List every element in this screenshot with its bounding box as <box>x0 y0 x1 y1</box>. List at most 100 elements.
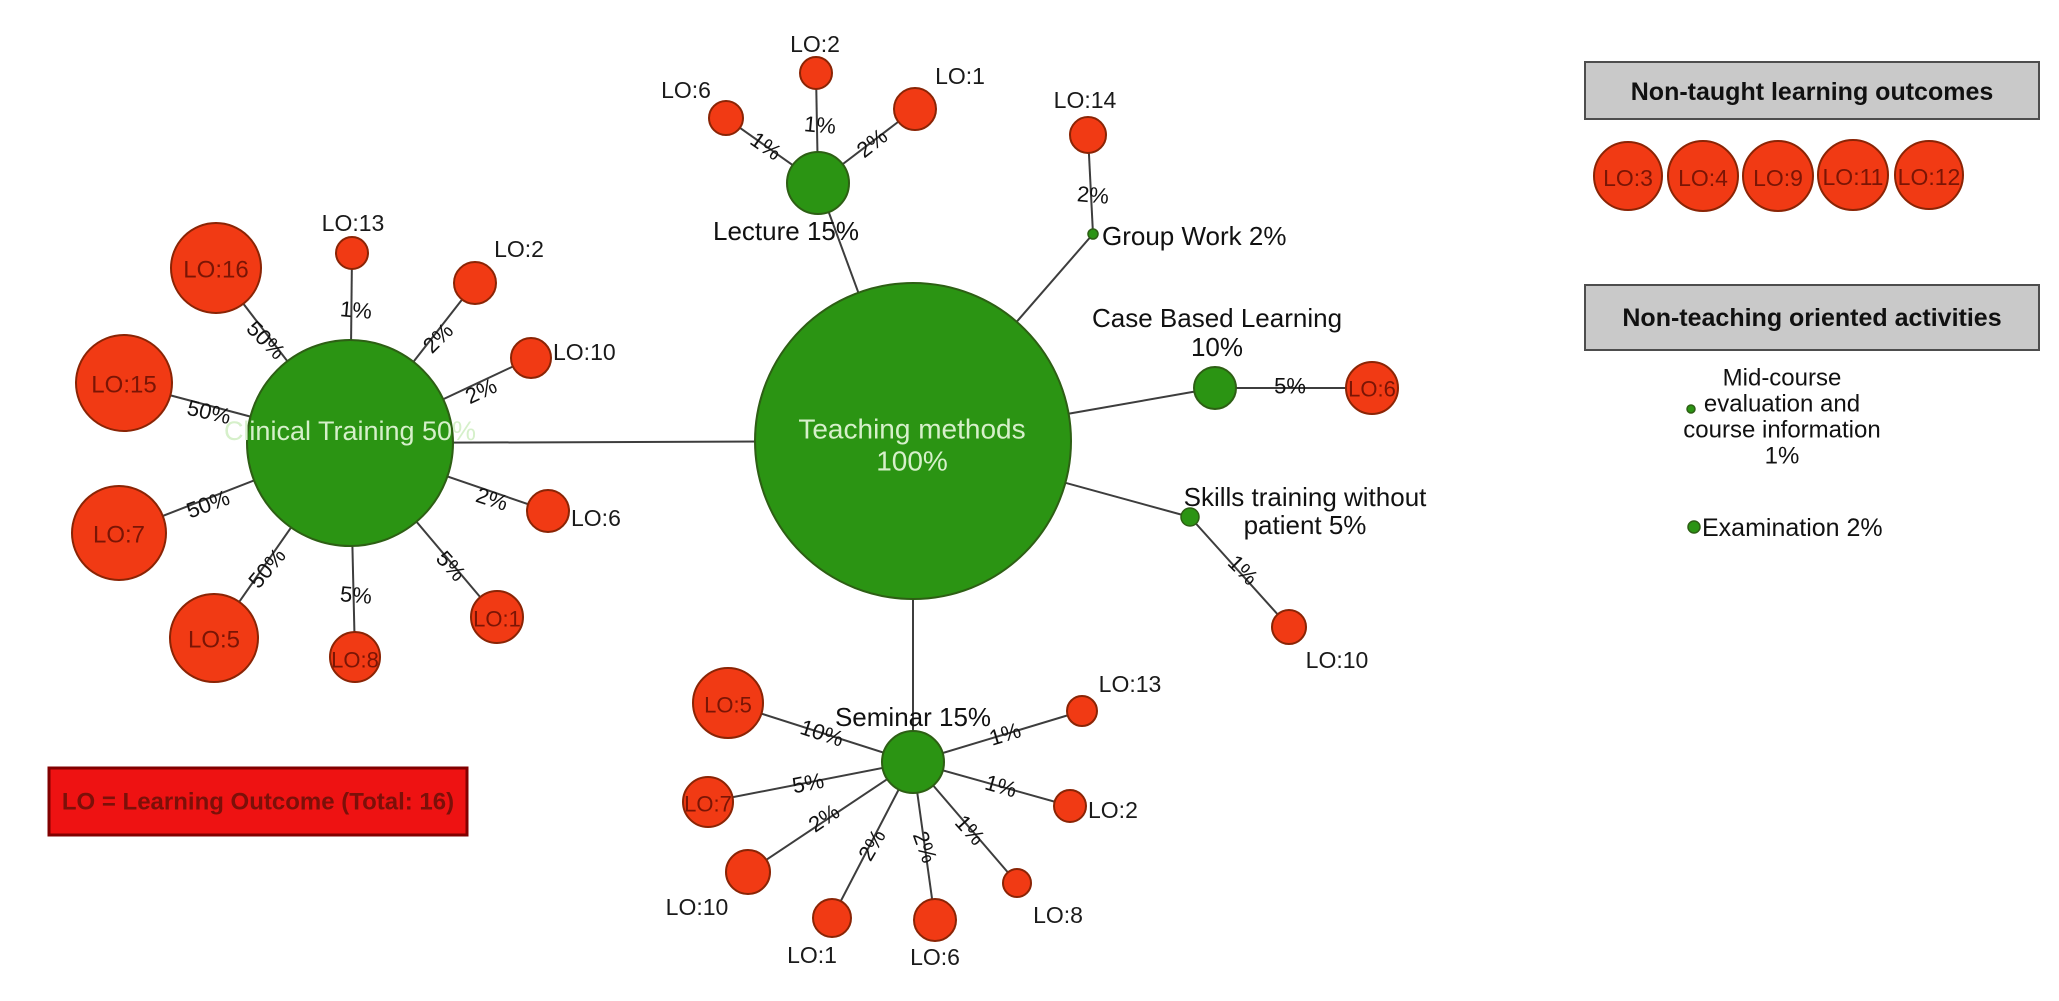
lecture-lo6-node <box>708 100 744 136</box>
teaching-methods-node <box>754 282 1072 600</box>
seminar-lo13-label: LO:13 <box>1099 671 1162 697</box>
seminar-lo1-label: LO:1 <box>787 942 837 968</box>
seminar-lo2-node <box>1053 789 1087 823</box>
skills-label-line2: patient 5% <box>1244 510 1367 540</box>
clinical-lo1-node <box>470 590 524 644</box>
clinical-lo7-label: LO:7 <box>93 522 145 549</box>
seminar-lo6-node <box>913 898 957 942</box>
seminar-lo13-node <box>1066 695 1098 727</box>
group-work-node <box>1087 228 1099 240</box>
seminar-lo7-pct: 5% <box>790 768 826 799</box>
clinical-lo15-label: LO:15 <box>91 372 156 399</box>
skills-lo10-pct: 1% <box>1223 550 1263 590</box>
groupwork-lo14-node <box>1069 116 1107 154</box>
non-teaching-header-box <box>1584 284 2040 351</box>
nontaught-lo11-node <box>1817 139 1889 211</box>
group-work-label: Group Work 2% <box>1102 221 1286 251</box>
seminar-lo6-label: LO:6 <box>910 944 960 970</box>
lecture-lo1-pct: 2% <box>852 123 892 162</box>
seminar-lo8-label: LO:8 <box>1033 902 1083 928</box>
clinical-lo5-label: LO:5 <box>188 627 240 654</box>
clinical-lo5-node <box>169 593 259 683</box>
seminar-lo8-node <box>1002 868 1032 898</box>
lecture-lo2-pct: 1% <box>803 111 837 139</box>
clinical-lo8-node <box>329 631 381 683</box>
clinical-lo13-node <box>335 236 369 270</box>
nontaught-lo12-label: LO:12 <box>1898 164 1961 190</box>
clinical-lo2-node <box>453 261 497 305</box>
clinical-lo8-label: LO:8 <box>331 648 379 673</box>
groupwork-lo14-pct: 2% <box>1076 181 1110 209</box>
clinical-lo15-node <box>75 334 173 432</box>
nontaught-lo9-label: LO:9 <box>1753 165 1803 191</box>
clinical-lo1-label: LO:1 <box>473 607 521 632</box>
seminar-node <box>881 730 945 794</box>
seminar-lo13-pct: 1% <box>986 717 1024 750</box>
lecture-node <box>786 151 850 215</box>
clinical-lo7-pct: 50% <box>183 485 233 524</box>
examination-label: Examination 2% <box>1702 514 1883 542</box>
nontaught-lo9-node <box>1742 140 1814 212</box>
midcourse-dot <box>1686 404 1696 414</box>
skills-lo10-node <box>1271 609 1307 645</box>
lecture-label: Lecture 15% <box>713 216 859 246</box>
seminar-lo5-node <box>692 667 764 739</box>
non-teaching-title: Non-teaching oriented activities <box>1622 304 2001 332</box>
nontaught-lo4-label: LO:4 <box>1678 165 1728 191</box>
lecture-lo6-pct: 1% <box>746 127 786 166</box>
lecture-lo1-label: LO:1 <box>935 63 985 89</box>
cbl-lo6-label: LO:6 <box>1348 377 1396 402</box>
skills-lo10-label: LO:10 <box>1306 647 1369 673</box>
cbl-lo6-pct: 5% <box>1274 374 1306 399</box>
seminar-label: Seminar 15% <box>835 702 991 732</box>
clinical-lo10-node <box>510 337 552 379</box>
clinical-training-label: Clinical Training 50% <box>224 416 476 446</box>
cbl-label-line1: Case Based Learning <box>1092 303 1342 333</box>
seminar-lo1-node <box>812 898 852 938</box>
clinical-lo8-pct: 5% <box>339 581 373 609</box>
lecture-lo6-label: LO:6 <box>661 77 711 103</box>
midcourse-line3: course information <box>1683 417 1880 444</box>
clinical-lo13-pct: 1% <box>339 296 373 324</box>
midcourse-line4: 1% <box>1765 443 1800 470</box>
clinical-lo2-label: LO:2 <box>494 236 544 262</box>
clinical-lo16-node <box>170 222 262 314</box>
clinical-lo6-label: LO:6 <box>571 505 621 531</box>
edge-seminar-lo10 <box>747 761 914 873</box>
skills-training-node <box>1180 507 1200 527</box>
case-based-learning-node <box>1193 366 1237 410</box>
clinical-training-node <box>246 339 454 547</box>
seminar-lo10-label: LO:10 <box>666 894 729 920</box>
skills-label-line1: Skills training without <box>1184 482 1428 512</box>
teaching-methods-label-line2: 100% <box>876 446 948 477</box>
seminar-lo7-label: LO:7 <box>684 792 732 817</box>
seminar-lo1-pct: 2% <box>853 825 891 865</box>
midcourse-line1: Mid-course <box>1723 365 1842 392</box>
edge-skills-lo10 <box>1189 516 1290 628</box>
seminar-lo6-pct: 2% <box>908 828 942 866</box>
clinical-lo16-label: LO:16 <box>183 257 248 284</box>
clinical-lo10-label: LO:10 <box>553 339 616 365</box>
seminar-lo2-label: LO:2 <box>1088 797 1138 823</box>
nontaught-lo11-label: LO:11 <box>1823 164 1884 190</box>
seminar-lo10-node <box>725 849 771 895</box>
clinical-lo13-label: LO:13 <box>322 210 385 236</box>
clinical-lo15-pct: 50% <box>185 395 234 429</box>
nontaught-lo4-node <box>1667 140 1739 212</box>
non-taught-title: Non-taught learning outcomes <box>1631 78 1994 106</box>
non-taught-header-box <box>1584 61 2040 120</box>
lo-legend-box <box>47 766 469 837</box>
clinical-lo6-node <box>526 489 570 533</box>
seminar-lo5-label: LO:5 <box>704 693 752 718</box>
clinical-lo2-pct: 2% <box>418 318 458 358</box>
edge-seminar-lo7 <box>707 761 914 803</box>
lecture-lo2-node <box>799 56 833 90</box>
lecture-lo1-node <box>893 87 937 131</box>
midcourse-line2: evaluation and <box>1704 391 1860 418</box>
examination-dot <box>1687 520 1701 534</box>
nontaught-lo3-label: LO:3 <box>1603 165 1653 191</box>
seminar-lo7-node <box>682 776 734 828</box>
nontaught-lo12-node <box>1894 140 1964 210</box>
